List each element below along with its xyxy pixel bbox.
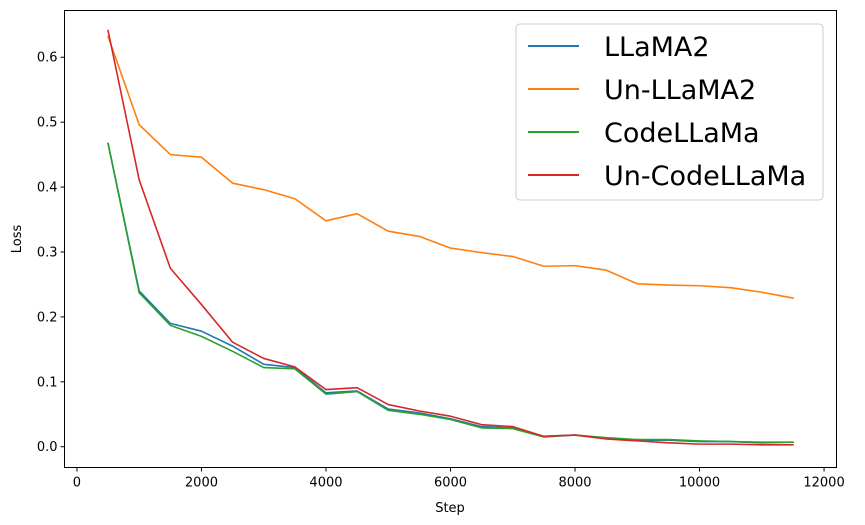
series-line-codellama [107, 142, 794, 443]
y-tick-label: 0.2 [37, 310, 58, 325]
y-tick-label: 0.3 [37, 245, 58, 260]
y-tick-label: 0.5 [37, 116, 58, 131]
x-axis-label: Step [435, 501, 465, 516]
x-tick-label: 10000 [679, 476, 720, 491]
x-tick-label: 4000 [309, 476, 342, 491]
x-axis-ticks: 0 2000 4000 6000 8000 10000 12000 [73, 467, 845, 491]
y-tick-label: 0.4 [37, 181, 58, 196]
legend-entry-label: CodeLLaMa [604, 118, 760, 149]
x-tick-label: 0 [73, 476, 81, 491]
x-tick-label: 2000 [185, 476, 218, 491]
y-tick-label: 0.0 [37, 440, 58, 455]
plot-area-frame [64, 10, 837, 468]
y-tick-label: 0.1 [37, 375, 58, 390]
series-line-un-codellama [107, 29, 794, 446]
x-tick-label: 8000 [558, 476, 591, 491]
legend-entry-label: LLaMA2 [604, 32, 710, 63]
y-axis-label: Loss [10, 225, 25, 254]
legend: LLaMA2 Un-LLaMA2 CodeLLaMa Un-CodeLLaMa [515, 23, 824, 201]
x-tick-label: 6000 [434, 476, 467, 491]
series-line-un-llama2 [107, 35, 794, 300]
y-tick-label: 0.6 [37, 51, 58, 66]
x-tick-label: 12000 [803, 476, 844, 491]
y-axis-ticks: 0.0 0.1 0.2 0.3 0.4 0.5 0.6 [37, 51, 65, 455]
legend-entry-label: Un-LLaMA2 [604, 75, 756, 106]
series-lines [107, 29, 794, 446]
legend-frame [515, 23, 824, 201]
legend-entry-label: Un-CodeLLaMa [604, 161, 806, 192]
